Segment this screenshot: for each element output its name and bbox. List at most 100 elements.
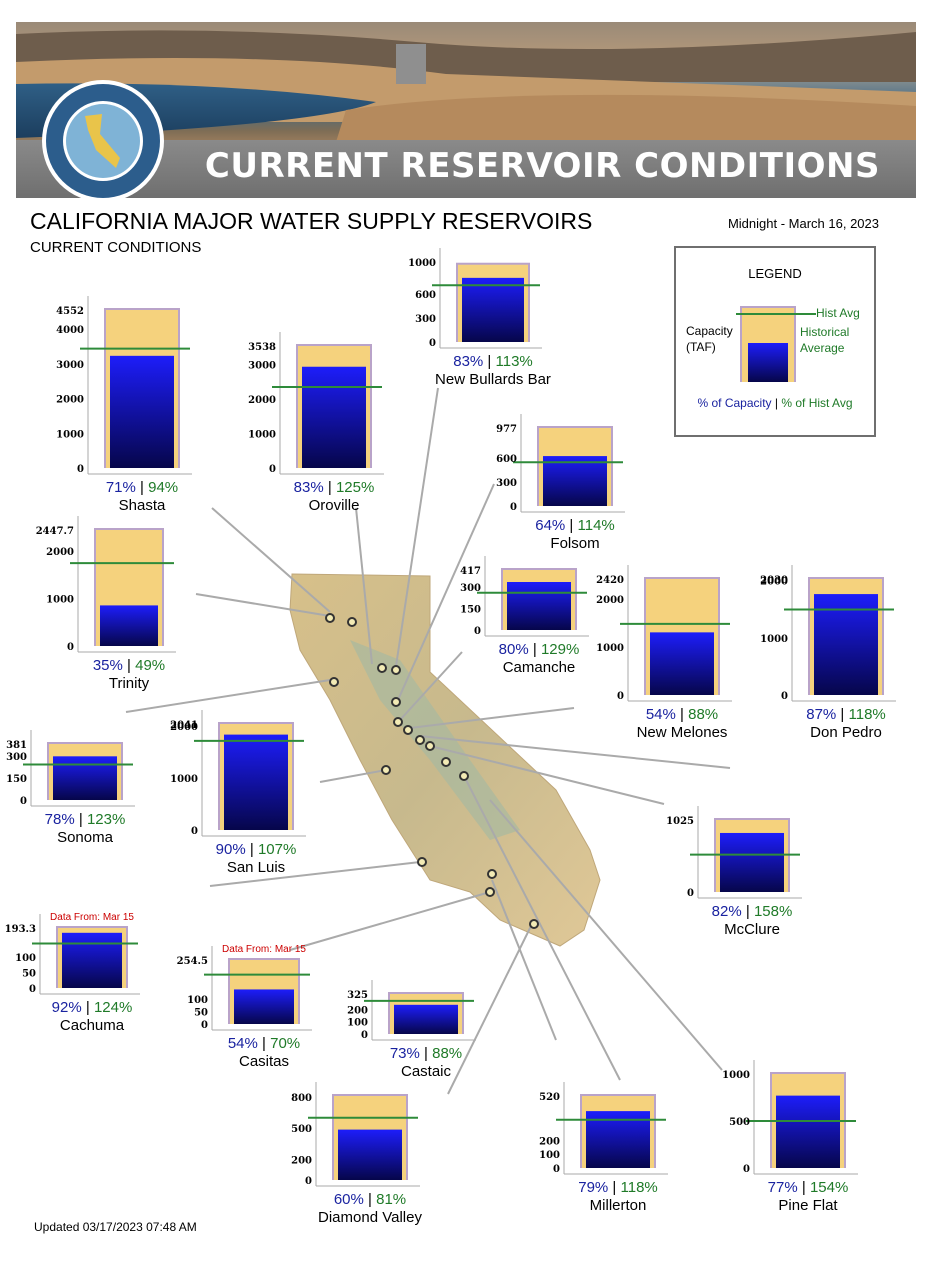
percent-label-new-melones: 54% | 88% [646,706,718,723]
pct-separator: | [608,1179,620,1196]
reservoir-name-trinity: Trinity [109,675,150,692]
marker-sonoma [329,677,339,687]
pct-hist-new-melones: 88% [688,706,718,723]
pct-capacity-casitas: 54% [228,1035,258,1052]
storage-bar-casitas [234,989,294,1024]
marker-millerton [441,757,451,767]
reservoir-name-camanche: Camanche [503,659,576,676]
tick-label-cachuma: 0 [29,984,36,995]
pct-capacity-trinity: 35% [93,657,123,674]
marker-oroville [377,663,387,673]
percent-label-new-bullards-bar: 83% | 113% [453,353,533,370]
marker-folsom [391,697,401,707]
report-date: Midnight - March 16, 2023 [727,216,879,231]
tick-label-trinity: 2000 [46,547,74,558]
tick-label-mcclure: 0 [687,888,694,899]
legend-swatch [736,306,816,382]
data-note-casitas: Data From: Mar 15 [222,944,306,955]
percent-label-mcclure: 82% | 158% [712,903,793,920]
chart-pine-flat: 0 500 1000 77% | 154%Pine Flat [722,1060,858,1214]
pct-capacity-don-pedro: 87% [806,706,836,723]
chart-diamond-valley: 0 200 500 800 60% | 81%Diamond Valley [291,1082,422,1226]
tick-label-pine-flat: 0 [743,1164,750,1175]
tick-label-folsom: 977 [496,424,517,435]
percent-label-cachuma: 92% | 124% [52,999,133,1016]
tick-label-don-pedro: 0 [781,691,788,702]
tick-label-mcclure: 1025 [666,816,694,827]
tick-label-cachuma: 50 [22,968,36,979]
tick-label-new-bullards-bar: 1000 [408,258,436,269]
tick-label-oroville: 3538 [248,342,276,353]
marker-castaic [487,869,497,879]
tick-label-sonoma: 150 [6,774,27,785]
percent-label-sonoma: 78% | 123% [45,811,126,828]
marker-new-bullards-bar [391,665,401,675]
header-banner: CURRENT RESERVOIR CONDITIONS [16,22,916,198]
tick-label-new-melones: 0 [617,691,624,702]
tick-label-shasta: 4552 [56,306,84,317]
chart-mcclure: 0 1025 82% | 158%McClure [666,806,802,938]
tick-label-new-melones: 2000 [596,595,624,606]
tick-label-pine-flat: 500 [729,1117,750,1128]
pct-separator: | [258,1035,270,1052]
marker-casitas [485,887,495,897]
pct-capacity-folsom: 64% [535,517,565,534]
storage-bar-trinity [100,605,158,646]
tick-label-oroville: 1000 [248,430,276,441]
reservoir-name-castaic: Castaic [401,1063,452,1080]
tick-label-san-luis: 2000 [170,722,198,733]
chart-millerton: 0 100 200 520 79% | 118%Millerton [539,1082,668,1214]
tick-label-diamond-valley: 0 [305,1176,312,1187]
reservoir-name-cachuma: Cachuma [60,1017,125,1034]
pct-hist-trinity: 49% [135,657,165,674]
tick-label-oroville: 3000 [248,361,276,372]
pct-separator: | [676,706,688,723]
pct-separator: | [742,903,754,920]
data-note-cachuma: Data From: Mar 15 [50,912,134,923]
percent-label-casitas: 54% | 70% [228,1035,300,1052]
storage-bar-castaic [394,1004,458,1034]
tick-label-camanche: 0 [474,626,481,637]
pct-separator: | [82,999,94,1016]
chart-camanche: 0 150 300 417 80% | 129%Camanche [460,556,589,676]
marker-pine-flat [459,771,469,781]
tick-label-don-pedro: 2030 [760,575,788,586]
marker-mcclure [425,741,435,751]
pct-separator: | [420,1045,432,1062]
pct-separator: | [798,1179,810,1196]
tick-label-sonoma: 0 [20,796,27,807]
tick-label-millerton: 520 [539,1092,560,1103]
pct-separator: | [565,517,577,534]
pct-hist-cachuma: 124% [94,999,132,1016]
pct-capacity-sonoma: 78% [45,811,75,828]
reservoir-name-millerton: Millerton [590,1197,647,1214]
pct-hist-millerton: 118% [621,1179,658,1196]
percent-label-pine-flat: 77% | 154% [768,1179,849,1196]
chart-shasta: 0 1000 2000 3000 4000 4552 71% | 94%Shasta [56,296,192,514]
reservoir-name-oroville: Oroville [309,497,360,514]
marker-cachuma [417,857,427,867]
pct-hist-sonoma: 123% [87,811,125,828]
pct-hist-folsom: 114% [578,517,615,534]
marker-shasta [347,617,357,627]
tick-label-new-bullards-bar: 300 [415,314,436,325]
marker-camanche [393,717,403,727]
pct-capacity-millerton: 79% [578,1179,608,1196]
percent-label-castaic: 73% | 88% [390,1045,462,1062]
percent-label-folsom: 64% | 114% [535,517,615,534]
marker-new-melones [403,725,413,735]
pct-capacity-shasta: 71% [106,479,136,496]
page-title: CALIFORNIA MAJOR WATER SUPPLY RESERVOIRS [30,208,593,234]
storage-bar-shasta [110,355,174,468]
storage-bar-pine-flat [776,1095,840,1168]
chart-cachuma: 0 50 100 193.3 92% | 124%Cachuma Data From: M… [5,912,140,1034]
title-band [16,140,916,198]
tick-label-millerton: 100 [539,1150,560,1161]
tick-label-don-pedro: 2000 [760,577,788,588]
pct-hist-diamond-valley: 81% [376,1191,406,1208]
tick-label-castaic: 325 [347,990,368,1001]
